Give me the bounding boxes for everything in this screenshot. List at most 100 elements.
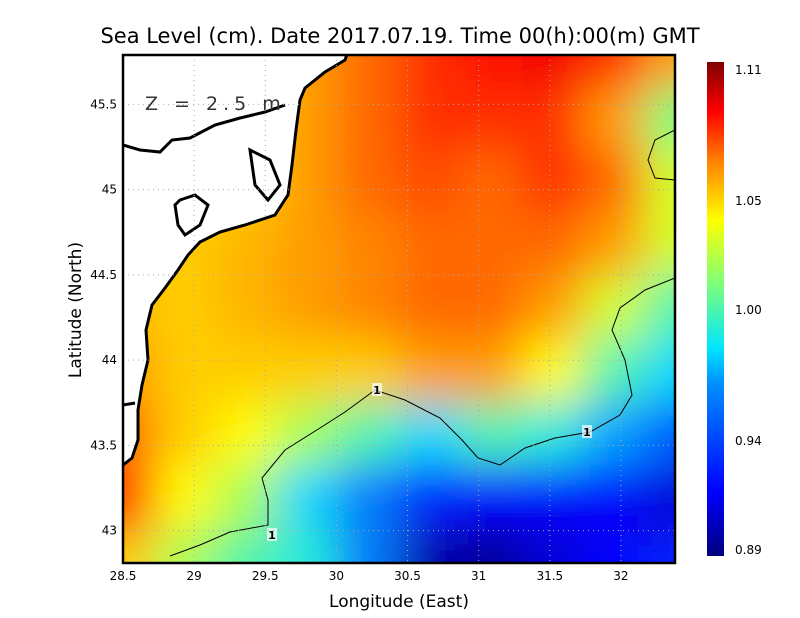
x-tick-label: 30 bbox=[329, 569, 344, 583]
heatmap-cell bbox=[644, 275, 675, 341]
heatmap-cell bbox=[337, 338, 401, 404]
heatmap-cell bbox=[460, 149, 525, 215]
colorbar-tick-label: 0.89 bbox=[735, 543, 762, 557]
heatmap-cell bbox=[522, 464, 586, 531]
contour-labels: 1 1 1 bbox=[267, 383, 592, 542]
heatmap-cell bbox=[275, 401, 340, 467]
heatmap-cell bbox=[522, 86, 586, 152]
depth-annotation: Z = 2.5 m bbox=[145, 93, 286, 115]
heatmap-cell bbox=[644, 531, 675, 563]
heatmap-cell bbox=[123, 531, 156, 563]
y-tick-label: 45 bbox=[102, 183, 117, 197]
heatmap-cell bbox=[583, 464, 647, 531]
y-tick-label: 45.5 bbox=[90, 97, 117, 111]
heatmap-cell bbox=[153, 464, 217, 531]
x-axis: 28.5 29 29.5 30 30.5 31 31.5 32 bbox=[110, 569, 629, 583]
contour-label: 1 bbox=[268, 529, 276, 542]
heatmap-cell bbox=[399, 212, 463, 278]
heatmap-cell bbox=[644, 464, 675, 531]
heatmap-cell bbox=[522, 55, 586, 89]
y-tick-label: 44 bbox=[102, 353, 117, 367]
heatmap-cell bbox=[337, 401, 401, 467]
heatmap-cell bbox=[522, 149, 586, 215]
heatmap-cell bbox=[583, 86, 647, 152]
y-tick-label: 44.5 bbox=[90, 268, 117, 282]
heatmap-cell bbox=[522, 212, 586, 278]
y-tick-label: 43 bbox=[102, 524, 117, 538]
heatmap-cell bbox=[644, 338, 675, 404]
x-tick-label: 29 bbox=[186, 569, 201, 583]
heatmap-cell bbox=[644, 149, 675, 215]
colorbar bbox=[707, 62, 724, 556]
heatmap-cell bbox=[460, 464, 525, 531]
heatmap-cell bbox=[399, 531, 463, 563]
heatmap-cell bbox=[460, 338, 525, 404]
heatmap-cell bbox=[123, 401, 156, 467]
heatmap-cell bbox=[583, 531, 647, 563]
heatmap-cell bbox=[522, 275, 586, 341]
colorbar-ticks: 1.11 1.05 1.00 0.94 0.89 bbox=[735, 63, 762, 557]
heatmap-cell bbox=[275, 338, 340, 404]
x-tick-label: 30.5 bbox=[394, 569, 421, 583]
heatmap-cell bbox=[583, 275, 647, 341]
land-mask bbox=[123, 55, 349, 467]
heatmap-cell bbox=[275, 464, 340, 531]
plot-frame bbox=[121, 53, 677, 565]
heatmap-cell bbox=[460, 401, 525, 467]
contour-label: 1 bbox=[583, 426, 591, 439]
colorbar-tick-label: 0.94 bbox=[735, 434, 762, 448]
heatmap-cell bbox=[583, 55, 647, 89]
plot-area: 1 1 1 Z = 2.5 m bbox=[123, 55, 675, 563]
heatmap-cell bbox=[337, 55, 401, 89]
heatmap-cell bbox=[275, 275, 340, 341]
x-tick-label: 28.5 bbox=[110, 569, 137, 583]
heatmap-cell bbox=[153, 401, 217, 467]
heatmap-cell bbox=[460, 212, 525, 278]
heatmap-cell bbox=[214, 338, 278, 404]
heatmap-cell bbox=[522, 338, 586, 404]
coastline-detail bbox=[123, 103, 286, 407]
heatmap-cell bbox=[583, 338, 647, 404]
heatmap-cell bbox=[644, 212, 675, 278]
heatmap-cell bbox=[214, 401, 278, 467]
heatmap-cell bbox=[460, 531, 525, 563]
heatmap-cell bbox=[460, 55, 525, 89]
y-tick-label: 43.5 bbox=[90, 438, 117, 452]
colorbar-tick-label: 1.05 bbox=[735, 194, 762, 208]
heatmap-cell bbox=[399, 338, 463, 404]
heatmap-cell bbox=[123, 464, 156, 531]
heatmap-cell bbox=[399, 275, 463, 341]
heatmap-cell bbox=[337, 212, 401, 278]
gridlines bbox=[123, 55, 675, 563]
heatmap-cell bbox=[153, 338, 217, 404]
contour-label: 1 bbox=[373, 384, 381, 397]
x-tick-label: 29.5 bbox=[252, 569, 279, 583]
contour-loop bbox=[647, 129, 675, 181]
heatmap-cell bbox=[399, 86, 463, 152]
colorbar-tick-label: 1.00 bbox=[735, 303, 762, 317]
x-tick-label: 31 bbox=[471, 569, 486, 583]
heatmap-cell bbox=[214, 275, 278, 341]
heatmap-cell bbox=[644, 86, 675, 152]
heatmap-cell bbox=[583, 149, 647, 215]
heatmap-cell bbox=[399, 55, 463, 89]
heatmap-cell bbox=[399, 464, 463, 531]
heatmap-cell bbox=[337, 86, 401, 152]
y-axis: 45.5 45 44.5 44 43.5 43 bbox=[90, 97, 117, 537]
heatmap-cell bbox=[399, 401, 463, 467]
y-axis-label: Latitude (North) bbox=[66, 242, 86, 378]
heatmap-cell bbox=[583, 212, 647, 278]
colorbar-tick-label: 1.11 bbox=[735, 63, 762, 77]
heatmap-cell bbox=[337, 531, 401, 563]
x-axis-label: Longitude (East) bbox=[329, 592, 469, 612]
heatmap-cell bbox=[460, 275, 525, 341]
heatmap-cell bbox=[337, 464, 401, 531]
heatmap-cell bbox=[460, 86, 525, 152]
heatmap-cell bbox=[583, 401, 647, 467]
x-tick-label: 31.5 bbox=[536, 569, 563, 583]
contour-line-1 bbox=[169, 277, 675, 557]
chart-title: Sea Level (cm). Date 2017.07.19. Time 00… bbox=[100, 24, 699, 48]
heatmap-cell bbox=[399, 149, 463, 215]
heatmap-cell bbox=[644, 401, 675, 467]
